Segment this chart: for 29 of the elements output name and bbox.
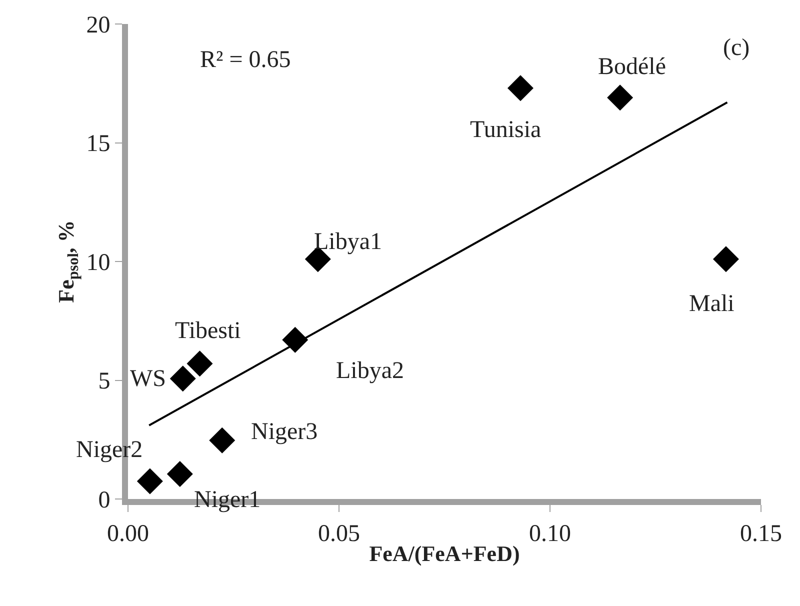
point [186, 350, 213, 377]
x-tick-label: 0.10 [529, 520, 571, 547]
point [209, 427, 236, 454]
y-tick-label: 0 [98, 487, 110, 514]
point [136, 468, 163, 494]
annotation: Bodélé [598, 54, 666, 80]
annotation: Niger3 [251, 419, 318, 445]
y-tick-label: 10 [86, 250, 110, 276]
point [170, 366, 196, 392]
x-tick-label: 0.15 [740, 520, 782, 547]
y-tick-label: 20 [86, 12, 110, 38]
annotation: Niger2 [76, 437, 143, 463]
annotation: (c) [723, 35, 750, 61]
annotation: R² = 0.65 [200, 47, 291, 73]
point [507, 75, 534, 102]
annotation: Tibesti [175, 318, 242, 344]
y-tick-label: 5 [98, 368, 110, 395]
point [166, 461, 193, 488]
point [607, 84, 634, 111]
x-axis-title: FeA/(FeA+FeD) [369, 541, 520, 566]
annotation: Tunisia [470, 117, 542, 143]
x-tick-label: 0.05 [318, 520, 360, 547]
point [712, 246, 739, 272]
annotation: WS [130, 366, 166, 392]
annotation: Libya1 [314, 229, 382, 255]
annotation: Libya2 [336, 358, 404, 384]
x-tick-label: 0.00 [107, 520, 149, 547]
y-tick-label: 15 [86, 131, 110, 158]
annotation: Mali [689, 291, 735, 317]
